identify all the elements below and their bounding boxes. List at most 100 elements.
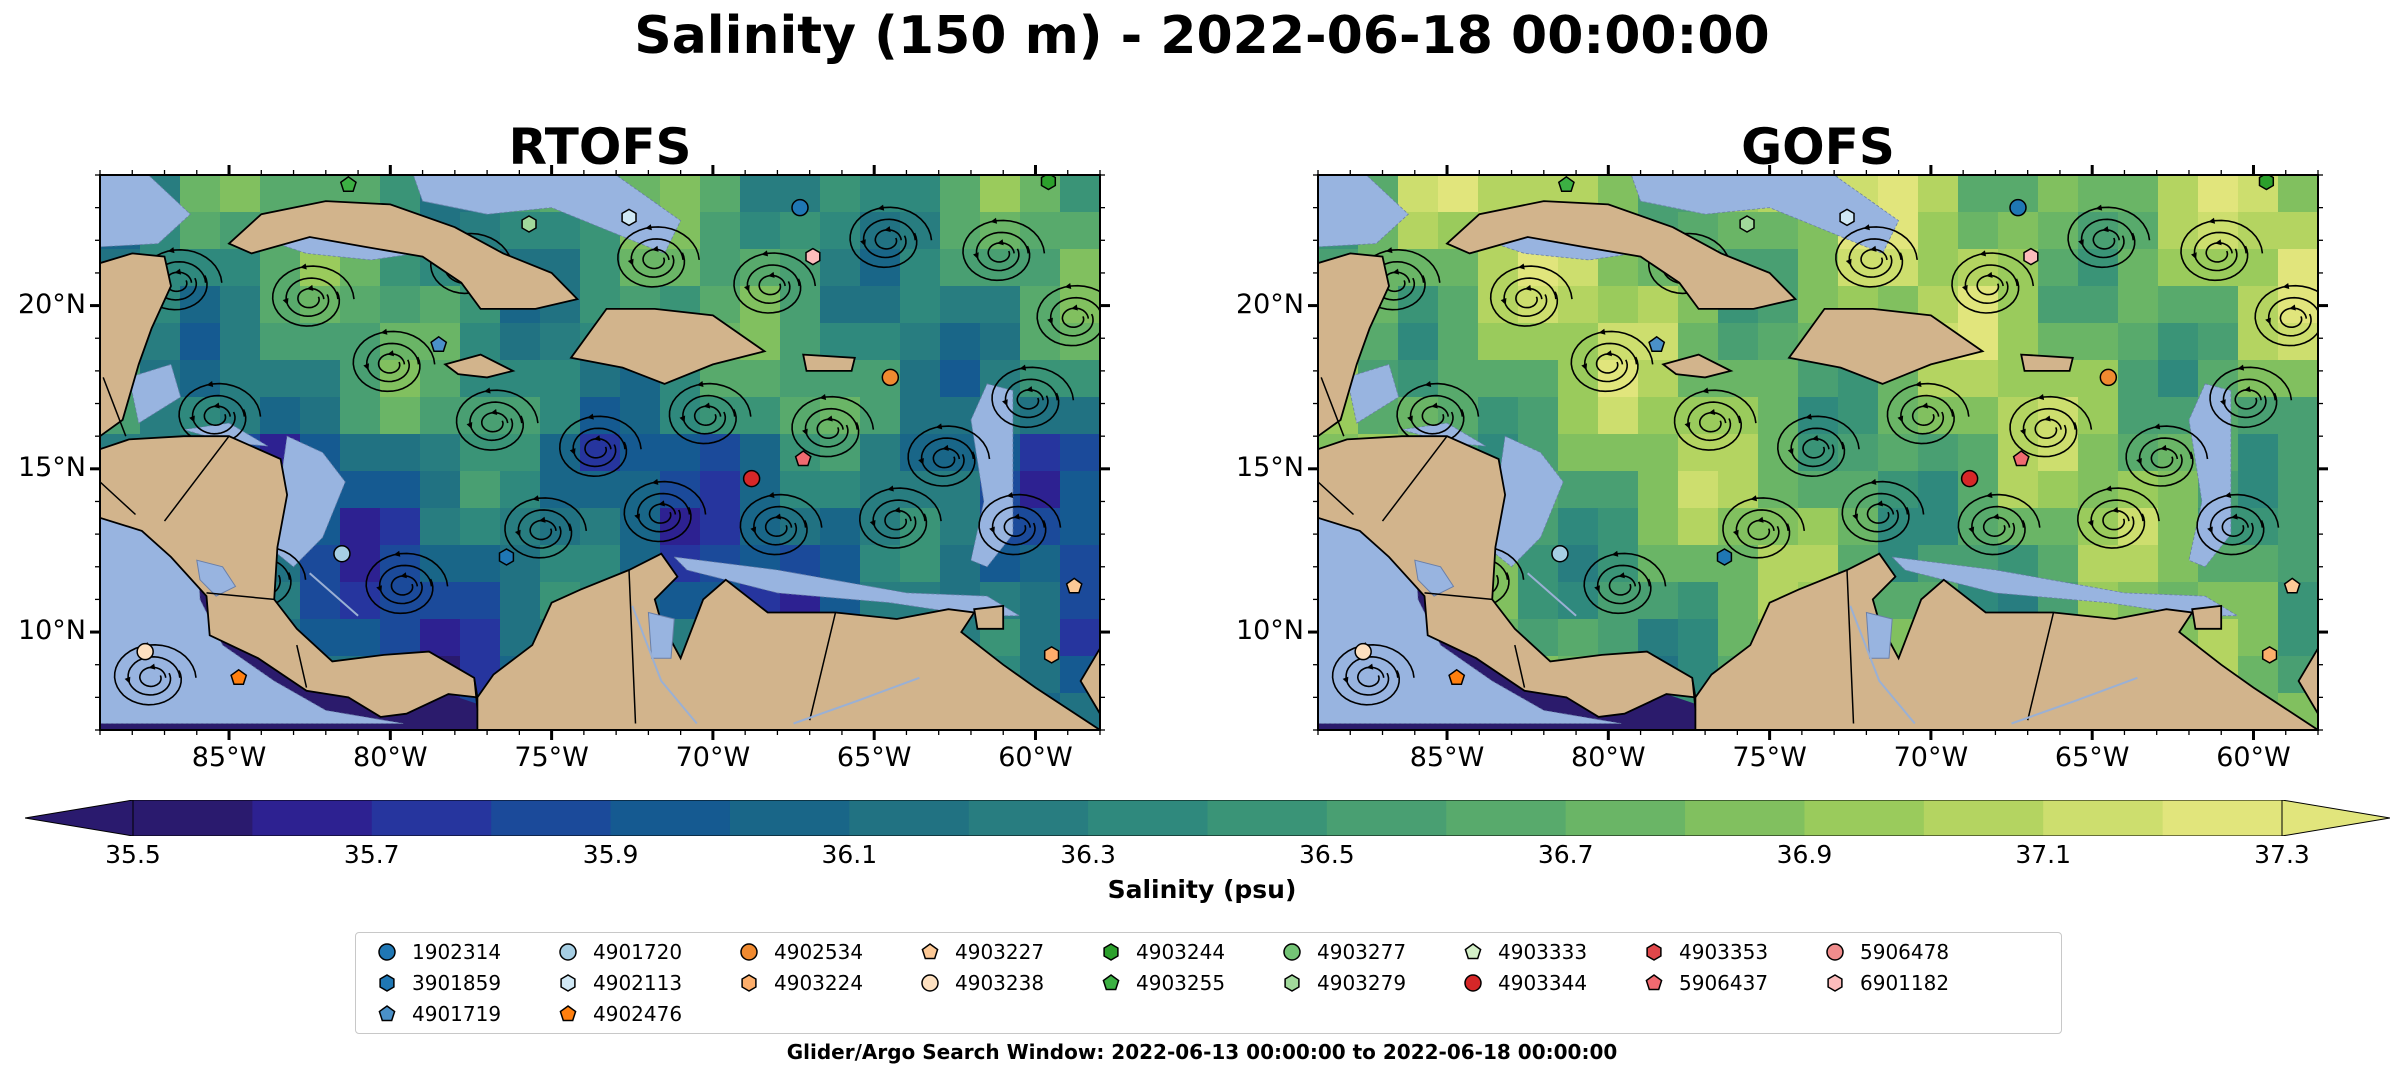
salinity-field-cell	[380, 397, 421, 435]
salinity-field-cell	[2278, 175, 2318, 213]
salinity-field-cell	[2158, 471, 2199, 509]
current-streamline	[1698, 411, 1727, 433]
float-4901719[interactable]	[430, 335, 448, 352]
salinity-field-cell	[1518, 360, 1559, 398]
salinity-field-cell	[1638, 508, 1679, 546]
float-4903255[interactable]	[339, 175, 357, 193]
salinity-field-cell	[260, 360, 301, 398]
float-4902113[interactable]	[1839, 208, 1855, 227]
float-4903279[interactable]	[521, 215, 537, 233]
float-3901859[interactable]	[498, 548, 515, 566]
float-4902476[interactable]	[1448, 668, 1466, 685]
streamline-arrow	[2237, 364, 2245, 371]
salinity-field-cell	[740, 434, 781, 472]
salinity-field-cell	[220, 175, 261, 213]
salinity-field-cell	[820, 397, 861, 435]
float-4903224[interactable]	[1043, 646, 1060, 664]
float-4903244[interactable]	[2258, 174, 2275, 191]
float-4903238[interactable]	[1354, 642, 1372, 661]
float-4903344[interactable]	[742, 469, 761, 488]
streamline-arrow	[1787, 448, 1794, 456]
salinity-field-cell	[2278, 397, 2318, 435]
salinity-field-cell	[2118, 397, 2159, 435]
gofs-lon-tick-label: 60°W	[2216, 742, 2291, 773]
salinity-field-cell	[1758, 397, 1799, 435]
rtofs-salinity-map[interactable]	[90, 165, 1110, 740]
current-streamline	[1841, 480, 1925, 543]
colorbar-tick-label: 35.5	[105, 840, 161, 869]
float-4902476[interactable]	[230, 668, 248, 685]
salinity-field-cell	[220, 323, 261, 361]
salinity-field-cell	[1438, 175, 1479, 213]
float-4901719[interactable]	[1648, 335, 1666, 352]
float-4901720[interactable]	[333, 544, 351, 563]
float-4902534[interactable]	[2099, 368, 2118, 387]
salinity-field-cell	[420, 619, 461, 657]
float-1902314[interactable]	[791, 198, 809, 217]
streamline-arrow	[2282, 283, 2290, 290]
salinity-field-cell	[1598, 471, 1639, 509]
salinity-field-cell	[380, 582, 421, 620]
current-streamline	[1673, 389, 1757, 451]
current-streamline	[648, 503, 677, 524]
salinity-field-cell	[820, 212, 861, 250]
land-yucatan	[1318, 252, 1390, 438]
salinity-field-cell	[460, 619, 501, 657]
float-4902534[interactable]	[881, 368, 900, 387]
streamline-arrow	[148, 663, 156, 670]
float-6901182[interactable]	[2023, 247, 2039, 266]
legend-item-4903255: 4903255	[1100, 968, 1225, 998]
gofs-salinity-map[interactable]	[1308, 165, 2328, 740]
map-frame	[1317, 174, 2319, 731]
salinity-field-cell	[2078, 471, 2119, 509]
float-4903238[interactable]	[136, 642, 154, 661]
streamline-arrow	[400, 572, 407, 579]
salinity-field-cell	[420, 434, 461, 472]
colorbar-tick-label: 36.5	[1299, 840, 1355, 869]
float-4903227[interactable]	[2283, 577, 2301, 594]
salinity-field-cell	[1958, 360, 1999, 398]
legend-item-label: 4901720	[593, 940, 683, 964]
float-5906437[interactable]	[794, 450, 812, 467]
current-streamline	[1396, 382, 1480, 445]
float-4902113[interactable]	[621, 208, 637, 227]
float-5906437[interactable]	[2012, 450, 2030, 467]
current-streamline	[739, 493, 823, 556]
float-3901859[interactable]	[1716, 548, 1733, 566]
float-4903344[interactable]	[1960, 469, 1979, 488]
float-4903224[interactable]	[2261, 646, 2278, 664]
legend-item-5906437: 5906437	[1643, 968, 1768, 998]
current-streamline	[1982, 516, 2011, 538]
salinity-field-cell	[2078, 545, 2119, 583]
streamline-arrow	[990, 217, 998, 224]
salinity-field-cell	[340, 434, 381, 472]
float-4903227[interactable]	[1065, 577, 1083, 594]
float-1902314[interactable]	[2009, 198, 2027, 217]
float-4903279[interactable]	[1739, 215, 1755, 233]
legend-item-4902113: 4902113	[557, 968, 682, 998]
salinity-field-cell	[260, 323, 301, 361]
streamline-arrow	[767, 491, 775, 498]
salinity-field-cell	[980, 175, 1021, 213]
float-4901720[interactable]	[1551, 544, 1569, 563]
current-streamline	[138, 666, 167, 688]
legend-marker	[1284, 974, 1300, 992]
salinity-field-cell	[2118, 471, 2159, 509]
streamline-arrow	[884, 226, 891, 233]
legend-item-label: 5906478	[1860, 940, 1950, 964]
salinity-field-cell	[2278, 249, 2318, 287]
salinity-field-cell	[380, 619, 421, 657]
streamline-arrow	[1708, 408, 1716, 415]
streamline-arrow	[490, 408, 498, 415]
float-4903255[interactable]	[1557, 175, 1575, 193]
salinity-field-cell	[2278, 212, 2318, 250]
float-6901182[interactable]	[805, 247, 821, 266]
country-border	[2026, 612, 2055, 721]
legend-marker-circle-icon	[1464, 974, 1482, 992]
colorbar-outline	[132, 800, 2283, 836]
gofs-lat-tick-label: 20°N	[1235, 288, 1304, 320]
salinity-field-cell	[1478, 286, 1519, 324]
float-4903244[interactable]	[1040, 174, 1057, 191]
salinity-field-cell	[460, 545, 501, 583]
legend-marker-circle-icon	[1283, 943, 1301, 961]
